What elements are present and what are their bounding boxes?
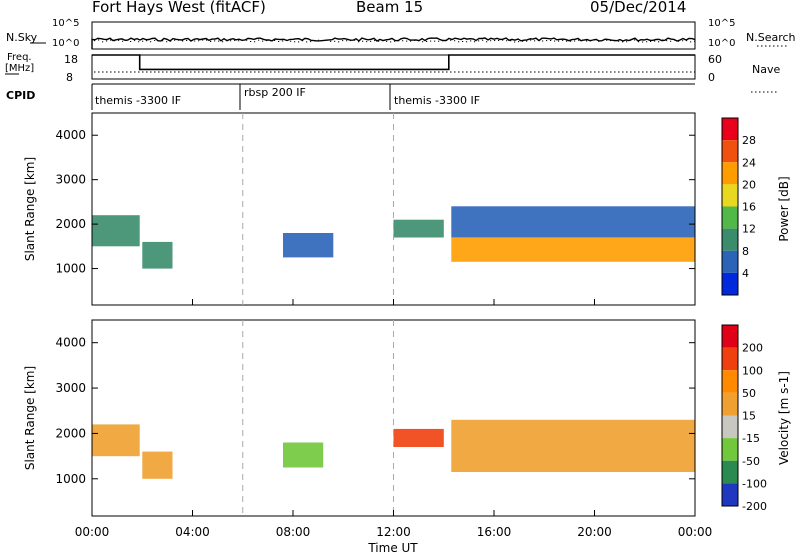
velocity-panel-colorbar-seg-5 xyxy=(722,415,738,439)
freq-series-line xyxy=(92,54,695,71)
nsearch-tick-top: 10^5 xyxy=(708,18,736,29)
velocity-panel-colorbar-seg-6 xyxy=(722,438,738,461)
freq-tick-bottom: 8 xyxy=(66,71,73,84)
velocity-panel-colorbar-tick-6: -50 xyxy=(742,455,760,468)
velocity-panel-colorbar-seg-1 xyxy=(722,325,738,348)
velocity-panel-ytick-label-1000: 1000 xyxy=(55,472,86,486)
nsky-label: N.Sky xyxy=(6,31,38,44)
cpid-segment-2: rbsp 200 IF xyxy=(244,86,306,99)
nsearch-label: N.Search xyxy=(746,31,796,44)
velocity-panel-echo-region-1 xyxy=(92,424,140,457)
power-panel-echo-region-3 xyxy=(283,233,334,258)
velocity-panel-colorbar-seg-7 xyxy=(722,460,738,484)
xtick-label-4: 12:00 xyxy=(376,525,411,539)
velocity-panel-colorbar-seg-8 xyxy=(722,483,738,506)
power-panel-echo-region-2 xyxy=(142,241,173,269)
velocity-panel-colorbar-tick-4: 15 xyxy=(742,410,756,423)
power-panel-colorbar-frame xyxy=(721,117,739,296)
velocity-panel-colorbar-seg-4 xyxy=(722,392,738,416)
nave-tick-top: 60 xyxy=(708,53,722,66)
power-panel-echo-region-5 xyxy=(451,237,695,262)
power-panel-ytick-label-4000: 4000 xyxy=(55,128,86,142)
nsky-tick-bottom: 10^0 xyxy=(52,38,80,49)
nave-label: Nave xyxy=(752,63,781,76)
velocity-panel-ytick-label-4000: 4000 xyxy=(55,336,86,350)
power-panel-colorbar-seg-4 xyxy=(722,184,738,207)
power-panel-colorbar-tick-2: 24 xyxy=(742,156,756,169)
xtick-label-3: 08:00 xyxy=(276,525,311,539)
power-panel-colorbar-tick-1: 28 xyxy=(742,134,756,147)
velocity-panel-colorbar-tick-3: 50 xyxy=(742,387,756,400)
power-panel-colorbar-seg-3 xyxy=(722,162,738,185)
power-panel-colorbar-tick-5: 12 xyxy=(742,223,756,236)
power-panel-ylabel: Slant Range [km] xyxy=(23,157,37,261)
velocity-panel-colorbar-tick-8: -200 xyxy=(742,500,767,513)
xtick-label-5: 16:00 xyxy=(477,525,512,539)
velocity-panel-echo-region-4 xyxy=(393,428,444,447)
power-panel-echo-region-1 xyxy=(92,215,140,247)
power-panel-colorbar-tick-4: 16 xyxy=(742,201,756,214)
power-panel-colorbar-seg-1 xyxy=(722,118,738,141)
station-title: Fort Hays West (fitACF) xyxy=(92,0,266,16)
power-panel-colorbar-tick-3: 20 xyxy=(742,178,756,191)
nsearch-tick-bottom: 10^0 xyxy=(708,38,736,49)
power-panel-ytick-label-2000: 2000 xyxy=(55,217,86,231)
freq-tick-top: 18 xyxy=(64,53,78,66)
cpid-label: CPID xyxy=(6,89,36,102)
date-title: 05/Dec/2014 xyxy=(590,0,687,16)
nave-tick-bottom: 0 xyxy=(708,71,715,84)
power-panel-colorbar-seg-6 xyxy=(722,228,738,251)
nsky-series-line xyxy=(91,37,696,49)
xtick-label-1: 00:00 xyxy=(75,525,110,539)
xtick-label-2: 04:00 xyxy=(175,525,210,539)
power-panel-colorbar-seg-8 xyxy=(722,272,738,295)
xtick-label-6: 20:00 xyxy=(577,525,612,539)
xtick-label-7: 00:00 xyxy=(678,525,713,539)
power-panel-echo-region-4 xyxy=(393,219,444,238)
velocity-panel-ylabel: Slant Range [km] xyxy=(23,366,37,470)
power-panel-ytick-label-1000: 1000 xyxy=(55,262,86,276)
velocity-panel-ytick-label-2000: 2000 xyxy=(55,426,86,440)
cpid-segment-1: themis -3300 IF xyxy=(95,94,182,107)
freq-panel-frame xyxy=(91,54,696,80)
velocity-panel-colorbar-frame xyxy=(721,324,739,507)
power-panel-colorbar-seg-7 xyxy=(722,250,738,273)
velocity-panel-echo-region-5 xyxy=(451,419,695,472)
velocity-panel-colorbar-seg-2 xyxy=(722,347,738,371)
power-panel-colorbar-tick-7: 4 xyxy=(742,267,749,280)
velocity-panel-colorbar-tick-7: -100 xyxy=(742,477,767,490)
power-panel-colorbar-seg-2 xyxy=(722,140,738,163)
power-panel-ytick-label-3000: 3000 xyxy=(55,173,86,187)
x-axis-label: Time UT xyxy=(367,541,418,554)
power-panel-colorbar-seg-5 xyxy=(722,206,738,229)
beam-title: Beam 15 xyxy=(356,0,424,16)
nsearch-series-dots xyxy=(94,39,696,43)
nsky-panel-frame xyxy=(91,21,696,50)
freq-label: Freq. xyxy=(7,52,32,63)
nsky-tick-top: 10^5 xyxy=(52,18,80,29)
cpid-segment-3: themis -3300 IF xyxy=(394,94,481,107)
velocity-panel-colorbar-tick-5: -15 xyxy=(742,432,760,445)
velocity-panel-ytick-label-3000: 3000 xyxy=(55,381,86,395)
freq-unit-label: [MHz] xyxy=(5,63,35,74)
velocity-panel-colorbar-tick-1: 200 xyxy=(742,342,763,355)
power-panel-colorbar-label: Power [dB] xyxy=(777,176,791,241)
power-panel-colorbar-tick-6: 8 xyxy=(742,245,749,258)
velocity-panel-colorbar-seg-3 xyxy=(722,370,738,393)
velocity-panel-colorbar-tick-2: 100 xyxy=(742,364,763,377)
velocity-panel-echo-region-3 xyxy=(283,442,324,468)
velocity-panel-echo-region-2 xyxy=(142,451,173,479)
velocity-panel-colorbar-label: Velocity [m s-1] xyxy=(777,371,791,465)
power-panel-echo-region-6 xyxy=(451,206,695,238)
